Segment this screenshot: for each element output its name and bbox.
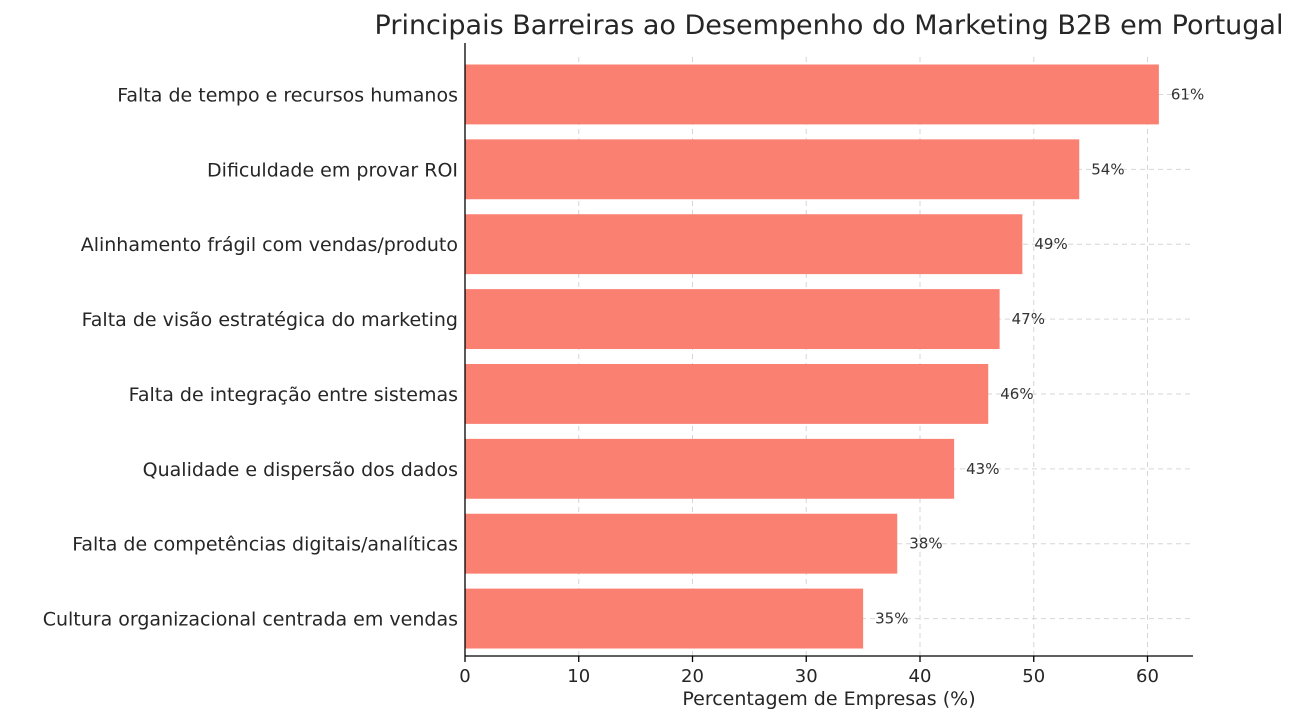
x-tick-label: 50 bbox=[1022, 666, 1045, 687]
bar bbox=[465, 139, 1080, 200]
bar bbox=[465, 64, 1159, 125]
x-tick-label: 0 bbox=[459, 666, 470, 687]
axes: Falta de tempo e recursos humanos Dificul… bbox=[43, 43, 1193, 687]
chart-title: Principais Barreiras ao Desempenho do Ma… bbox=[375, 10, 1284, 41]
data-label: 43% bbox=[966, 460, 999, 478]
data-label: 47% bbox=[1012, 310, 1045, 328]
y-tick-label: Dificuldade em provar ROI bbox=[207, 159, 458, 181]
bar bbox=[465, 289, 1000, 350]
data-label: 54% bbox=[1091, 160, 1124, 178]
x-axis-label: Percentagem de Empresas (%) bbox=[682, 688, 975, 710]
y-tick-label: Qualidade e dispersão dos dados bbox=[143, 459, 458, 481]
x-tick-label: 10 bbox=[567, 666, 590, 687]
bars: 61% 54% 49% 47% 46% 43% 38% 35% bbox=[465, 64, 1204, 649]
bar bbox=[465, 363, 989, 424]
bar bbox=[465, 513, 898, 574]
bar bbox=[465, 438, 955, 499]
data-label: 35% bbox=[875, 610, 908, 628]
y-tick-label: Falta de visão estratégica do marketing bbox=[82, 309, 458, 331]
y-tick-label: Cultura organizacional centrada em venda… bbox=[43, 609, 458, 631]
x-tick-label: 30 bbox=[795, 666, 818, 687]
y-tick-label: Falta de tempo e recursos humanos bbox=[117, 84, 458, 106]
x-tick-label: 40 bbox=[909, 666, 932, 687]
data-label: 38% bbox=[909, 535, 942, 553]
y-tick-label: Falta de integração entre sistemas bbox=[129, 384, 458, 406]
bar bbox=[465, 588, 864, 649]
x-tick-label: 20 bbox=[681, 666, 704, 687]
data-label: 61% bbox=[1171, 85, 1204, 103]
data-label: 49% bbox=[1034, 235, 1067, 253]
y-tick-label: Falta de competências digitais/analítica… bbox=[72, 534, 458, 556]
y-tick-label: Alinhamento frágil com vendas/produto bbox=[81, 234, 458, 256]
bar bbox=[465, 214, 1023, 275]
x-tick-label: 60 bbox=[1136, 666, 1159, 687]
data-label: 46% bbox=[1000, 385, 1033, 403]
